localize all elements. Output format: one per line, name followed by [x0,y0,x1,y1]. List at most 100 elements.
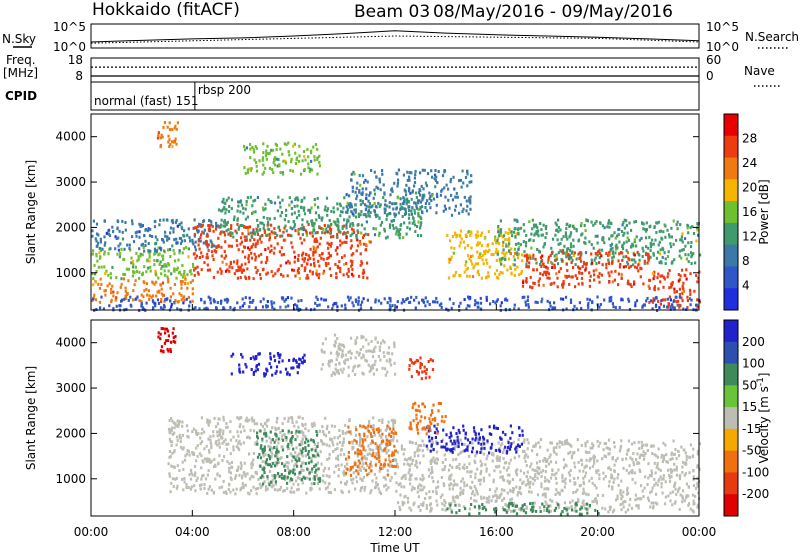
power-cell [174,259,177,263]
velocity-cell [451,465,454,469]
power-cell [201,255,204,258]
velocity-cell [429,496,432,499]
velocity-cell [343,473,346,477]
power-cell [417,212,420,216]
velocity-cell [242,484,245,488]
power-cell [430,194,433,198]
power-cell [262,170,266,174]
noise-panel: N.Sky 10^5 10^0 10^5 10^0 N.Search [2,20,799,54]
velocity-cell [595,486,598,490]
power-cell [131,222,134,226]
power-cell [377,233,381,237]
power-cell [646,296,649,300]
power-cell [368,193,371,197]
velocity-cell [687,504,690,507]
power-cell [375,185,378,189]
velocity-cell [228,462,231,466]
velocity-cell [458,504,461,508]
velocity-cell [458,462,461,466]
velocity-cell [595,499,598,503]
velocity-cell [222,440,225,444]
power-cell [378,205,381,209]
power-cell [391,304,394,308]
power-cell [310,151,313,155]
velocity-cell [264,488,267,492]
velocity-cell [458,438,461,442]
velocity-cell [343,452,346,456]
velocity-cell [172,465,175,469]
power-cell [452,175,455,179]
power-cell [322,269,326,273]
velocity-cell [311,467,314,471]
power-cell [185,245,188,249]
power-cell [359,252,362,256]
power-cell [290,234,293,238]
power-cell [335,302,338,306]
power-cell [135,251,138,255]
power-cell [156,238,159,242]
power-cell [169,286,172,290]
power-cell [616,234,619,238]
power-cell [146,258,149,262]
velocity-cell [363,454,366,458]
velocity-cell [468,462,471,466]
power-cell [368,240,371,244]
power-cell [416,225,419,228]
power-cell [529,285,532,289]
power-cell [298,144,301,148]
power-cell [230,207,233,211]
power-cell [225,223,228,227]
power-cell [293,223,297,227]
power-cell [544,227,547,231]
power-cell [95,254,98,258]
power-cell [227,244,230,248]
velocity-cell [255,440,259,444]
power-cell [362,297,365,301]
velocity-cell [333,424,336,428]
velocity-cell [473,485,476,489]
power-cell [470,180,473,184]
power-cell [486,261,489,265]
power-cell [324,205,327,209]
velocity-cell [646,449,649,452]
power-cell [153,225,157,229]
power-cell [361,174,365,178]
power-cell [326,224,330,228]
power-cell [480,231,484,235]
velocity-cell [243,461,246,465]
power-cell [568,282,571,286]
velocity-cell [397,501,400,505]
velocity-data-group [157,327,702,516]
power-cell [621,298,624,302]
velocity-cell [276,453,279,457]
power-cell [284,224,287,228]
power-cell [525,253,528,257]
power-cell [217,208,221,212]
power-cell [449,258,452,262]
power-cell [148,252,151,256]
power-cell [336,217,339,221]
power-cell [522,279,525,283]
velocity-cell [534,473,537,476]
velocity-cell [660,453,664,457]
velocity-cell [599,441,602,445]
velocity-cell [218,417,221,421]
velocity-cell [267,444,270,448]
power-cell [277,225,280,229]
power-cell [99,255,102,259]
power-cell [167,269,170,273]
power-cell [424,304,427,308]
power-cell [513,258,516,262]
power-cell [259,300,262,304]
velocity-cell [375,476,378,480]
power-cell [476,230,479,234]
power-cell [396,184,399,188]
power-cell [478,253,481,257]
power-cell [167,280,170,284]
power-cell [318,253,321,257]
power-cell [125,297,128,301]
power-cell [279,264,282,268]
power-cell [186,273,189,277]
power-cell [168,263,171,267]
velocity-cell [270,455,273,459]
